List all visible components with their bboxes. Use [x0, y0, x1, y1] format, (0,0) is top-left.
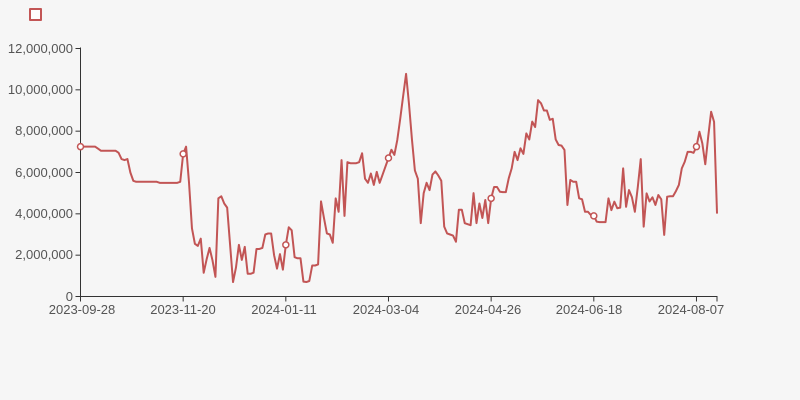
series-line: [79, 72, 718, 284]
data-point-marker: [384, 154, 393, 162]
y-tick-label-4m: 4,000,000: [15, 206, 73, 221]
y-tick-label-10m: 10,000,000: [7, 82, 73, 97]
data-point-marker: [76, 142, 85, 151]
x-tick-label-2024-01-11: 2024-01-11: [251, 302, 317, 317]
x-tick-label-2024-08-07: 2024-08-07: [657, 302, 725, 317]
legend-series-swatch-icon[interactable]: [29, 8, 42, 21]
y-tick-label-2m: 2,000,000: [15, 247, 73, 262]
data-point-marker: [692, 142, 701, 151]
x-tick-label-2023-09-28: 2023-09-28: [48, 302, 116, 317]
data-point-marker: [590, 212, 598, 220]
y-tick-label-0: 0: [65, 289, 73, 304]
y-tick-label-6m: 6,000,000: [15, 165, 73, 180]
x-tick-label-2024-06-18: 2024-06-18: [555, 302, 623, 317]
x-tick-label-2024-03-04: 2024-03-04: [352, 302, 420, 317]
data-point-marker: [487, 194, 495, 203]
x-tick-label-2024-04-26: 2024-04-26: [454, 302, 522, 317]
x-tick-label-2023-11-20: 2023-11-20: [150, 302, 216, 317]
y-tick-label-8m: 8,000,000: [15, 123, 73, 138]
data-point-marker: [179, 150, 187, 158]
y-tick-label-12m: 12,000,000: [7, 41, 73, 56]
data-point-marker: [282, 241, 290, 249]
